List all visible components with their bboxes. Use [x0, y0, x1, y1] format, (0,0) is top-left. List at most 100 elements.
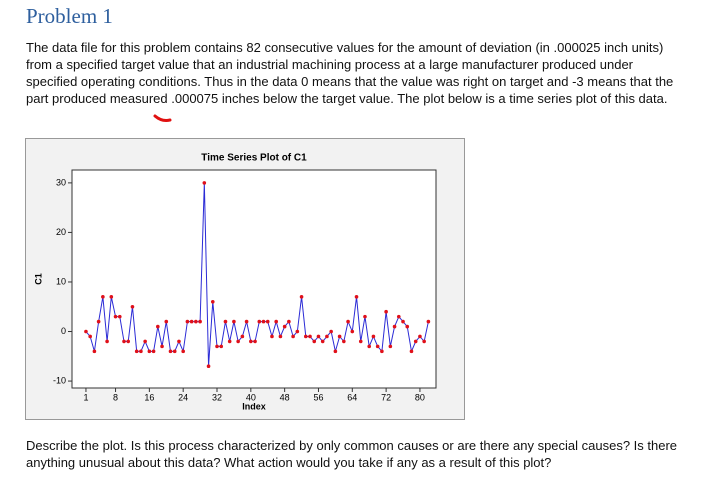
y-tick-label: 20: [56, 227, 66, 237]
x-tick-label: 1: [83, 392, 88, 402]
point: [139, 349, 143, 354]
point: [270, 334, 274, 339]
y-tick-label: -10: [53, 375, 66, 385]
point: [109, 295, 114, 299]
point: [160, 344, 164, 349]
point: [388, 344, 393, 349]
plot-frame: [71, 169, 437, 389]
point: [249, 339, 253, 344]
point: [232, 319, 236, 324]
point: [185, 319, 190, 324]
x-tick-label: 32: [212, 392, 222, 402]
y-axis-label: C1: [33, 273, 43, 285]
x-tick-label: 48: [280, 392, 290, 402]
point: [206, 364, 211, 368]
point: [405, 324, 410, 329]
series-line: [85, 182, 429, 367]
x-tick-label: 24: [178, 392, 188, 402]
point: [223, 319, 228, 324]
x-tick-label: 40: [246, 392, 256, 402]
point: [88, 334, 92, 339]
point: [194, 319, 198, 324]
y-tick-label: 30: [56, 177, 66, 187]
intro-text: The data file for this problem contains …: [26, 40, 674, 106]
point: [316, 334, 321, 339]
point: [312, 339, 317, 344]
point: [84, 329, 88, 334]
point: [164, 319, 169, 324]
point: [181, 349, 185, 354]
y-tick-label: 0: [61, 326, 66, 336]
x-tick-label: 80: [415, 392, 425, 402]
point: [156, 324, 160, 329]
x-axis-label: Index: [242, 401, 266, 411]
point: [278, 334, 283, 339]
point: [422, 339, 426, 344]
point: [367, 344, 372, 349]
point: [282, 324, 287, 329]
point: [380, 349, 384, 354]
point: [147, 349, 152, 354]
point: [371, 334, 376, 339]
point: [117, 314, 122, 319]
point: [172, 349, 177, 354]
point: [401, 319, 405, 324]
point: [177, 339, 181, 344]
point: [122, 339, 126, 344]
point: [189, 319, 194, 324]
point: [202, 181, 207, 185]
point: [92, 349, 97, 354]
point: [325, 334, 329, 339]
y-tick-label: 10: [56, 276, 66, 286]
point: [101, 295, 105, 299]
chart-title: Time Series Plot of C1: [201, 153, 307, 164]
point: [358, 339, 363, 344]
question-text: Describe the plot. Is this process chara…: [26, 438, 678, 470]
point: [350, 329, 355, 334]
point: [265, 319, 270, 324]
point: [409, 349, 414, 354]
point: [329, 329, 333, 334]
point: [418, 334, 422, 339]
point: [392, 324, 397, 329]
point: [134, 349, 139, 354]
point: [198, 319, 202, 324]
point: [236, 339, 240, 344]
point: [320, 339, 325, 344]
point: [126, 339, 131, 344]
point: [244, 319, 249, 324]
point: [354, 295, 359, 299]
point: [303, 334, 308, 339]
point: [274, 319, 278, 324]
point: [413, 339, 418, 344]
point: [257, 319, 262, 324]
point: [384, 309, 388, 314]
point: [363, 314, 367, 319]
point: [426, 319, 431, 324]
point: [240, 334, 245, 339]
point: [168, 349, 173, 354]
x-tick-label: 8: [113, 392, 118, 402]
point: [346, 319, 350, 324]
point: [308, 334, 312, 339]
pen-mark: [153, 114, 172, 122]
point: [105, 339, 109, 344]
point: [287, 319, 291, 324]
point: [130, 304, 135, 309]
point: [291, 334, 295, 339]
point: [215, 344, 219, 349]
point: [295, 329, 300, 334]
point: [261, 319, 266, 324]
point: [299, 295, 304, 299]
point: [337, 334, 342, 339]
point: [333, 349, 338, 354]
point: [151, 349, 156, 354]
point: [342, 339, 346, 344]
x-tick-label: 64: [347, 392, 357, 402]
point: [143, 339, 147, 344]
point: [210, 299, 215, 304]
point: [396, 314, 401, 319]
point: [227, 339, 232, 344]
x-tick-label: 56: [313, 392, 323, 402]
